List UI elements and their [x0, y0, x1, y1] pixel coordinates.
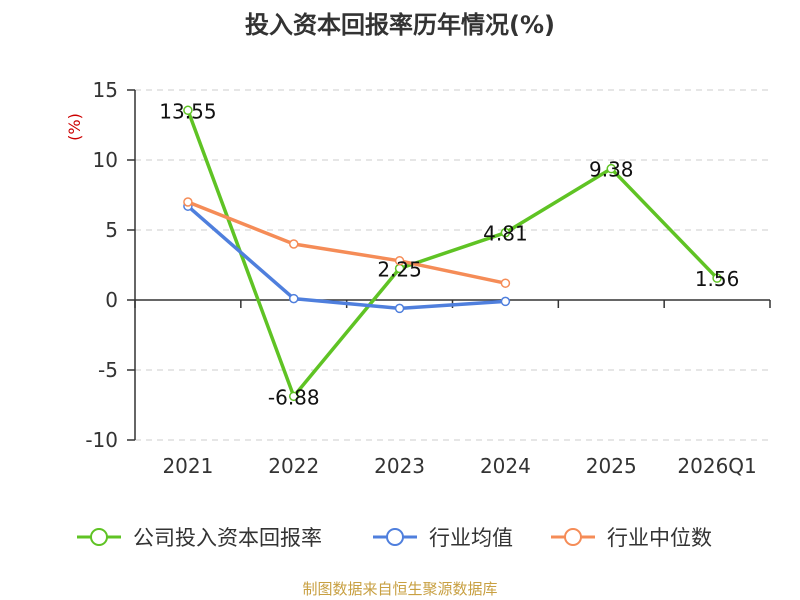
- x-tick-label: 2021: [162, 454, 213, 478]
- legend[interactable]: 公司投入资本回报率 行业均值 行业中位数: [77, 526, 712, 550]
- x-tick-label: 2024: [480, 454, 531, 478]
- data-point[interactable]: [500, 278, 511, 288]
- data-point[interactable]: [394, 256, 405, 266]
- data-point[interactable]: [500, 227, 511, 238]
- series-lines: [183, 105, 722, 402]
- series-line-0: [186, 109, 719, 399]
- data-point[interactable]: [183, 105, 193, 116]
- legend-marker: [90, 528, 108, 546]
- x-tick-label: 2023: [374, 454, 425, 478]
- x-tick-label: 2025: [586, 454, 637, 478]
- source-note: 制图数据来自恒生聚源数据库: [302, 580, 497, 598]
- legend-item-2[interactable]: 行业中位数: [551, 526, 712, 550]
- axes: 15 10 5 0 -5 -10 2021 2022 2023 2024 2025 2026Q1: [85, 78, 771, 478]
- data-point[interactable]: [289, 391, 299, 402]
- data-point[interactable]: [394, 303, 405, 314]
- y-tick-label: 10: [93, 148, 118, 172]
- data-label: 13.55: [159, 99, 216, 123]
- series-line-2: [187, 200, 506, 285]
- data-label: 1.56: [695, 267, 740, 291]
- data-label: -6.88: [268, 385, 320, 409]
- legend-marker: [386, 528, 404, 546]
- gridlines: [135, 89, 770, 441]
- data-point[interactable]: [606, 163, 616, 174]
- data-label: 2.25: [377, 258, 422, 282]
- y-tick-label: 5: [105, 218, 118, 242]
- data-label: 4.81: [483, 222, 528, 246]
- data-point[interactable]: [289, 239, 299, 249]
- legend-marker: [564, 528, 582, 546]
- y-tick-label: 15: [93, 78, 118, 102]
- data-point[interactable]: [712, 273, 722, 283]
- legend-item-0[interactable]: 公司投入资本回报率: [77, 526, 322, 550]
- series-line-1: [186, 204, 506, 311]
- data-point[interactable]: [183, 197, 193, 207]
- x-tick-label: 2026Q1: [677, 454, 756, 478]
- legend-label: 行业均值: [429, 526, 513, 550]
- y-tick-label: -10: [85, 428, 118, 452]
- data-labels: 13.55 -6.88 2.25 4.81 9.38 1.56: [159, 99, 739, 409]
- legend-label: 公司投入资本回报率: [133, 526, 322, 550]
- legend-label: 行业中位数: [607, 526, 712, 550]
- legend-item-1[interactable]: 行业均值: [373, 526, 513, 550]
- chart-title: 投入资本回报率历年情况(%): [245, 11, 555, 39]
- data-point[interactable]: [289, 293, 299, 304]
- x-tick-label: 2022: [268, 454, 319, 478]
- y-tick-label: 0: [105, 288, 118, 312]
- data-point[interactable]: [500, 296, 511, 307]
- data-label: 9.38: [589, 158, 634, 182]
- y-tick-label: -5: [98, 358, 118, 382]
- y-axis-unit-label: (%): [65, 113, 84, 141]
